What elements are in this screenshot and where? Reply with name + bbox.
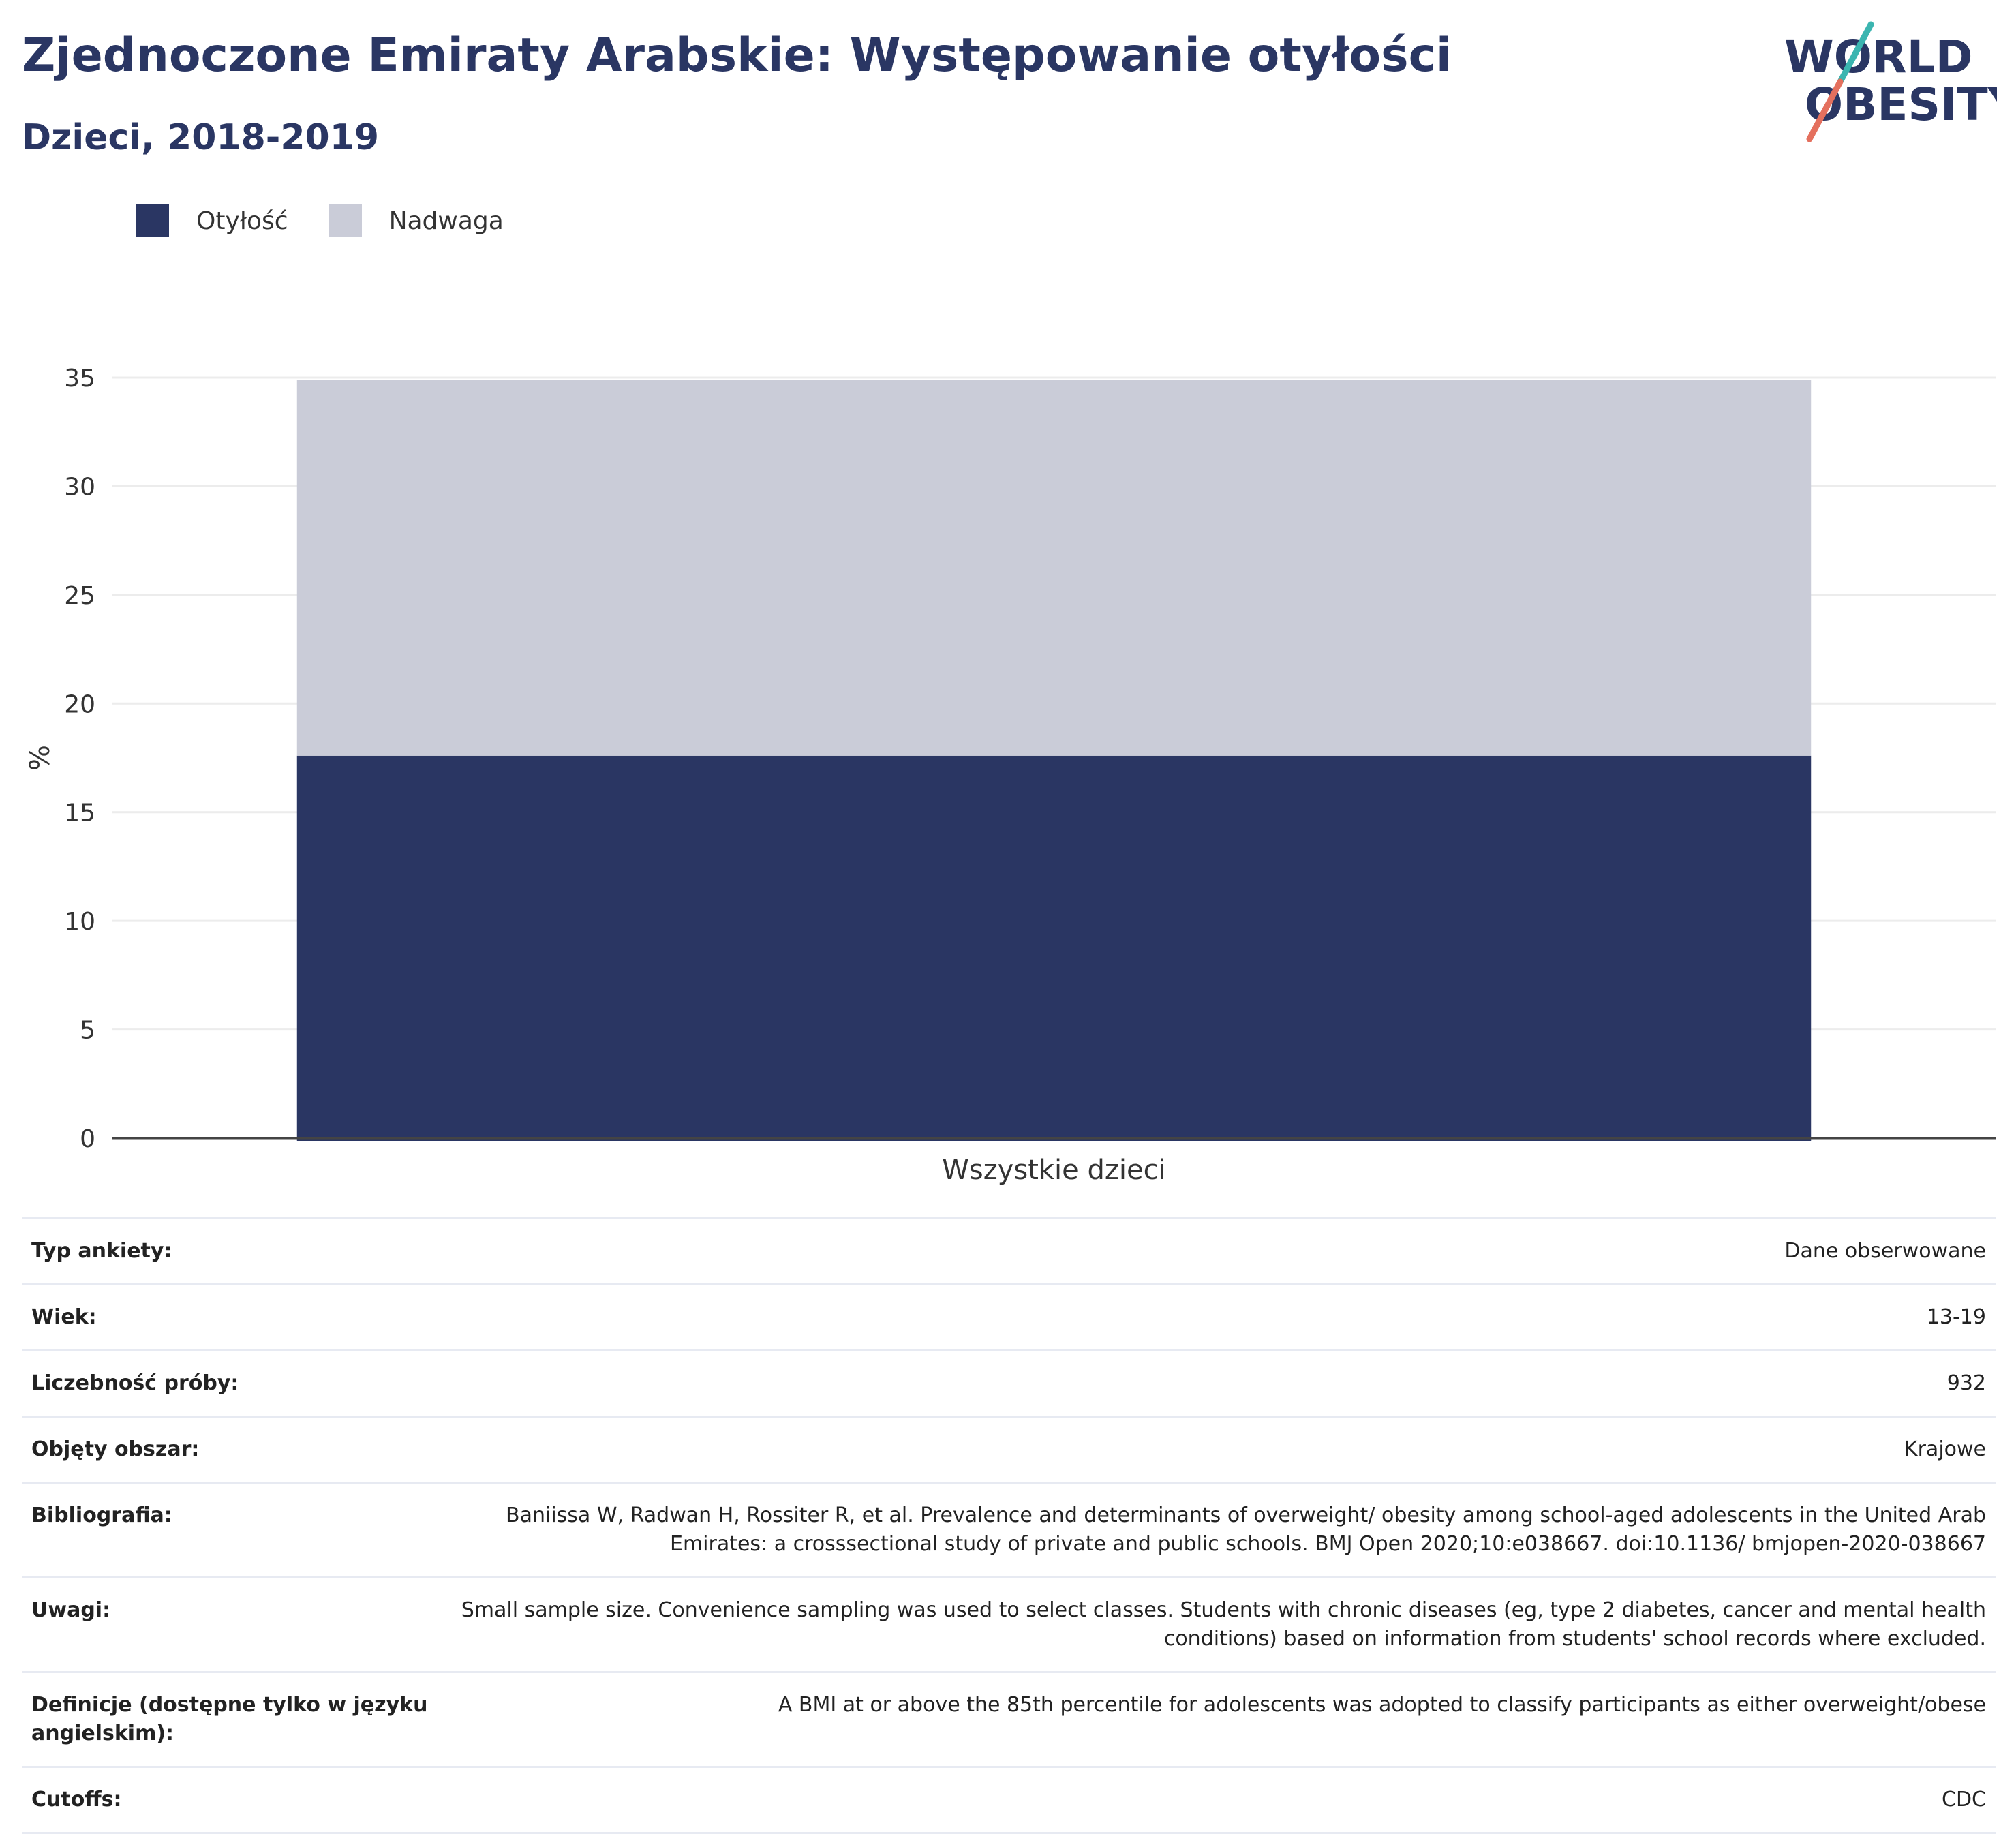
- info-value: Krajowe: [1904, 1437, 1986, 1461]
- info-label: Typ ankiety:: [31, 1239, 172, 1263]
- info-row: Bibliografia: Baniissa W, Radwan H, Rossi…: [22, 1482, 1996, 1578]
- legend-label-overweight: Nadwaga: [388, 207, 504, 235]
- info-label: Cutoffs:: [31, 1788, 122, 1812]
- info-value: A BMI at or above the 85th percentile fo…: [778, 1693, 1986, 1717]
- info-label: Bibliografia:: [31, 1503, 172, 1527]
- info-row: Objęty obszar: Krajowe: [22, 1416, 1996, 1483]
- info-row: Liczebność próby: 932: [22, 1350, 1996, 1417]
- info-label: Definicje (dostępne tylko w języku angie…: [31, 1693, 428, 1745]
- info-row: Uwagi: Small sample size. Convenience sam…: [22, 1577, 1996, 1672]
- y-tick-label: 35: [64, 365, 95, 393]
- chart-legend: Otyłość Nadwaga: [136, 203, 545, 239]
- info-label: Objęty obszar:: [31, 1437, 200, 1461]
- y-tick-label: 15: [64, 799, 95, 827]
- legend-swatch-overweight: [329, 204, 362, 237]
- info-value: 932: [1946, 1371, 1986, 1395]
- info-row: Typ ankiety: Dane obserwowane: [22, 1218, 1996, 1285]
- logo-text-obesity: OBESITY: [1805, 78, 1997, 131]
- info-value: 13-19: [1926, 1305, 1986, 1329]
- info-value: CDC: [1942, 1788, 1986, 1812]
- legend-swatch-obesity: [136, 204, 169, 237]
- info-label: Wiek:: [31, 1305, 97, 1329]
- logo-text-world: WORLD: [1784, 31, 1973, 83]
- info-value: Small sample size. Convenience sampling …: [461, 1598, 1986, 1651]
- y-tick-label: 0: [80, 1125, 95, 1153]
- info-label: Uwagi:: [31, 1598, 111, 1622]
- info-row: Cutoffs: CDC: [22, 1767, 1996, 1833]
- logo-slash-coral: [1806, 78, 1844, 142]
- y-tick-label: 5: [80, 1017, 95, 1045]
- legend-label-obesity: Otyłość: [196, 207, 288, 235]
- chart-subtitle: Dzieci, 2018-2019: [22, 117, 380, 158]
- info-row: Wiek: 13-19: [22, 1284, 1996, 1351]
- world-obesity-logo: WORLD OBESITY: [1784, 21, 1997, 142]
- chart-title: Zjednoczone Emiraty Arabskie: Występowan…: [22, 29, 1452, 82]
- y-tick-label: 25: [64, 582, 95, 610]
- x-tick-label: Wszystkie dzieci: [942, 1155, 1165, 1186]
- info-value: Dane obserwowane: [1784, 1239, 1986, 1263]
- info-label: Liczebność próby:: [31, 1371, 239, 1395]
- bar-segment-obesity: [296, 755, 1812, 1141]
- logo-slash-teal: [1837, 21, 1874, 85]
- legend-item-obesity: Otyłość: [136, 204, 288, 237]
- y-tick-label: 30: [64, 473, 95, 501]
- bar-chart: 0 5 10 15 20 25 30 35% Wszystkie dzieci: [25, 365, 1996, 1186]
- y-tick-label: 10: [64, 908, 95, 936]
- y-axis-title: %: [25, 745, 56, 771]
- info-value: Baniissa W, Radwan H, Rossiter R, et al.…: [506, 1503, 1986, 1556]
- info-row: Definicje (dostępne tylko w języku angie…: [22, 1672, 1996, 1767]
- info-table: Typ ankiety: Dane obserwowane Wiek: 13-19 Li…: [22, 1217, 1996, 1834]
- legend-item-overweight: Nadwaga: [329, 204, 504, 237]
- bar-segment-overweight: [296, 380, 1812, 756]
- y-tick-label: 20: [64, 690, 95, 718]
